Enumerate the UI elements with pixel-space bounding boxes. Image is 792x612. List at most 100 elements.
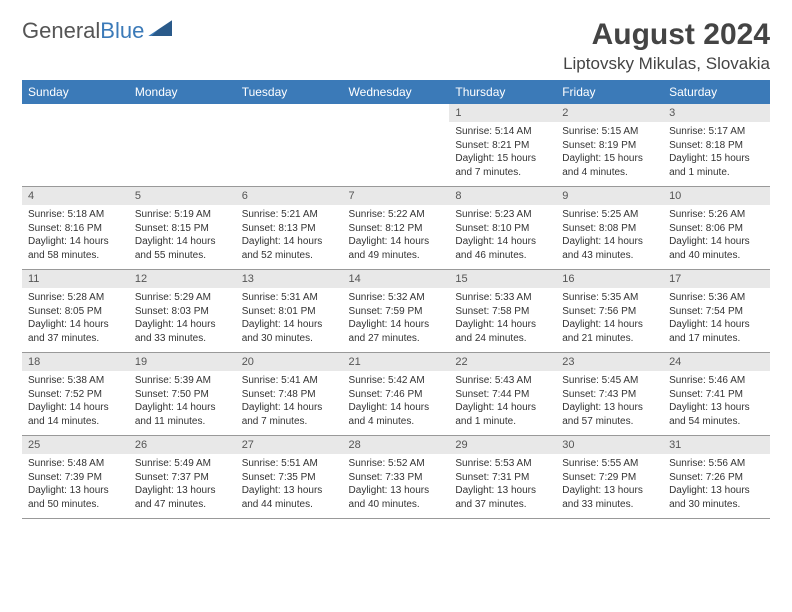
calendar-cell: 31Sunrise: 5:56 AMSunset: 7:26 PMDayligh…: [663, 436, 770, 519]
day-info: Sunrise: 5:49 AMSunset: 7:37 PMDaylight:…: [129, 454, 236, 514]
sunset-text: Sunset: 7:26 PM: [669, 471, 764, 485]
day-number: 31: [663, 436, 770, 454]
daylight-text: Daylight: 14 hours and 30 minutes.: [242, 318, 337, 345]
day-number: 16: [556, 270, 663, 288]
logo-triangle-icon: [148, 20, 172, 36]
sunset-text: Sunset: 7:52 PM: [28, 388, 123, 402]
daylight-text: Daylight: 13 hours and 33 minutes.: [562, 484, 657, 511]
sunrise-text: Sunrise: 5:45 AM: [562, 374, 657, 388]
day-info: Sunrise: 5:32 AMSunset: 7:59 PMDaylight:…: [343, 288, 450, 348]
daylight-text: Daylight: 14 hours and 7 minutes.: [242, 401, 337, 428]
sunset-text: Sunset: 7:43 PM: [562, 388, 657, 402]
calendar-cell: 1Sunrise: 5:14 AMSunset: 8:21 PMDaylight…: [449, 104, 556, 187]
sunset-text: Sunset: 7:31 PM: [455, 471, 550, 485]
calendar-cell: 16Sunrise: 5:35 AMSunset: 7:56 PMDayligh…: [556, 270, 663, 353]
sunset-text: Sunset: 8:01 PM: [242, 305, 337, 319]
daylight-text: Daylight: 14 hours and 46 minutes.: [455, 235, 550, 262]
day-info: Sunrise: 5:48 AMSunset: 7:39 PMDaylight:…: [22, 454, 129, 514]
calendar-cell: [236, 104, 343, 187]
day-number: 24: [663, 353, 770, 371]
day-header: Saturday: [663, 80, 770, 104]
day-info: Sunrise: 5:51 AMSunset: 7:35 PMDaylight:…: [236, 454, 343, 514]
sunset-text: Sunset: 7:41 PM: [669, 388, 764, 402]
sunrise-text: Sunrise: 5:48 AM: [28, 457, 123, 471]
day-number: 29: [449, 436, 556, 454]
daylight-text: Daylight: 14 hours and 1 minute.: [455, 401, 550, 428]
sunrise-text: Sunrise: 5:18 AM: [28, 208, 123, 222]
calendar-cell: 20Sunrise: 5:41 AMSunset: 7:48 PMDayligh…: [236, 353, 343, 436]
daylight-text: Daylight: 14 hours and 4 minutes.: [349, 401, 444, 428]
daylight-text: Daylight: 14 hours and 11 minutes.: [135, 401, 230, 428]
sunset-text: Sunset: 8:12 PM: [349, 222, 444, 236]
daylight-text: Daylight: 15 hours and 1 minute.: [669, 152, 764, 179]
sunrise-text: Sunrise: 5:49 AM: [135, 457, 230, 471]
calendar-cell: 27Sunrise: 5:51 AMSunset: 7:35 PMDayligh…: [236, 436, 343, 519]
calendar-cell: 12Sunrise: 5:29 AMSunset: 8:03 PMDayligh…: [129, 270, 236, 353]
day-number: 8: [449, 187, 556, 205]
sunset-text: Sunset: 8:21 PM: [455, 139, 550, 153]
sunrise-text: Sunrise: 5:26 AM: [669, 208, 764, 222]
day-number: 15: [449, 270, 556, 288]
day-info: Sunrise: 5:38 AMSunset: 7:52 PMDaylight:…: [22, 371, 129, 431]
calendar-cell: 9Sunrise: 5:25 AMSunset: 8:08 PMDaylight…: [556, 187, 663, 270]
sunset-text: Sunset: 7:44 PM: [455, 388, 550, 402]
daylight-text: Daylight: 13 hours and 47 minutes.: [135, 484, 230, 511]
sunrise-text: Sunrise: 5:21 AM: [242, 208, 337, 222]
day-header: Monday: [129, 80, 236, 104]
calendar-cell: 8Sunrise: 5:23 AMSunset: 8:10 PMDaylight…: [449, 187, 556, 270]
day-info: Sunrise: 5:18 AMSunset: 8:16 PMDaylight:…: [22, 205, 129, 265]
sunrise-text: Sunrise: 5:42 AM: [349, 374, 444, 388]
sunset-text: Sunset: 8:19 PM: [562, 139, 657, 153]
calendar-cell: 13Sunrise: 5:31 AMSunset: 8:01 PMDayligh…: [236, 270, 343, 353]
sunset-text: Sunset: 7:56 PM: [562, 305, 657, 319]
daylight-text: Daylight: 14 hours and 24 minutes.: [455, 318, 550, 345]
daylight-text: Daylight: 14 hours and 17 minutes.: [669, 318, 764, 345]
day-number: 26: [129, 436, 236, 454]
calendar-cell: 10Sunrise: 5:26 AMSunset: 8:06 PMDayligh…: [663, 187, 770, 270]
calendar-cell: 7Sunrise: 5:22 AMSunset: 8:12 PMDaylight…: [343, 187, 450, 270]
sunset-text: Sunset: 7:39 PM: [28, 471, 123, 485]
day-info: Sunrise: 5:36 AMSunset: 7:54 PMDaylight:…: [663, 288, 770, 348]
calendar-cell: 5Sunrise: 5:19 AMSunset: 8:15 PMDaylight…: [129, 187, 236, 270]
daylight-text: Daylight: 13 hours and 54 minutes.: [669, 401, 764, 428]
day-number: 5: [129, 187, 236, 205]
day-info: Sunrise: 5:46 AMSunset: 7:41 PMDaylight:…: [663, 371, 770, 431]
day-info: Sunrise: 5:25 AMSunset: 8:08 PMDaylight:…: [556, 205, 663, 265]
day-info: Sunrise: 5:52 AMSunset: 7:33 PMDaylight:…: [343, 454, 450, 514]
sunrise-text: Sunrise: 5:31 AM: [242, 291, 337, 305]
sunset-text: Sunset: 7:54 PM: [669, 305, 764, 319]
day-info: Sunrise: 5:41 AMSunset: 7:48 PMDaylight:…: [236, 371, 343, 431]
daylight-text: Daylight: 13 hours and 37 minutes.: [455, 484, 550, 511]
calendar-cell: 2Sunrise: 5:15 AMSunset: 8:19 PMDaylight…: [556, 104, 663, 187]
calendar-cell: 6Sunrise: 5:21 AMSunset: 8:13 PMDaylight…: [236, 187, 343, 270]
daylight-text: Daylight: 14 hours and 58 minutes.: [28, 235, 123, 262]
sunset-text: Sunset: 7:37 PM: [135, 471, 230, 485]
day-info: Sunrise: 5:45 AMSunset: 7:43 PMDaylight:…: [556, 371, 663, 431]
brand-part1: General: [22, 18, 100, 44]
day-number: 2: [556, 104, 663, 122]
day-header: Tuesday: [236, 80, 343, 104]
day-number: 21: [343, 353, 450, 371]
day-number: 7: [343, 187, 450, 205]
day-number: 6: [236, 187, 343, 205]
daylight-text: Daylight: 14 hours and 33 minutes.: [135, 318, 230, 345]
day-info: Sunrise: 5:15 AMSunset: 8:19 PMDaylight:…: [556, 122, 663, 182]
day-info: Sunrise: 5:39 AMSunset: 7:50 PMDaylight:…: [129, 371, 236, 431]
sunset-text: Sunset: 7:58 PM: [455, 305, 550, 319]
sunrise-text: Sunrise: 5:19 AM: [135, 208, 230, 222]
day-info: Sunrise: 5:17 AMSunset: 8:18 PMDaylight:…: [663, 122, 770, 182]
day-number: 3: [663, 104, 770, 122]
daylight-text: Daylight: 14 hours and 14 minutes.: [28, 401, 123, 428]
day-info: Sunrise: 5:33 AMSunset: 7:58 PMDaylight:…: [449, 288, 556, 348]
day-info: Sunrise: 5:53 AMSunset: 7:31 PMDaylight:…: [449, 454, 556, 514]
day-info: Sunrise: 5:43 AMSunset: 7:44 PMDaylight:…: [449, 371, 556, 431]
day-header: Wednesday: [343, 80, 450, 104]
calendar-cell: 15Sunrise: 5:33 AMSunset: 7:58 PMDayligh…: [449, 270, 556, 353]
daylight-text: Daylight: 15 hours and 4 minutes.: [562, 152, 657, 179]
sunset-text: Sunset: 8:03 PM: [135, 305, 230, 319]
day-number: 11: [22, 270, 129, 288]
sunrise-text: Sunrise: 5:38 AM: [28, 374, 123, 388]
day-info: Sunrise: 5:55 AMSunset: 7:29 PMDaylight:…: [556, 454, 663, 514]
day-number: 23: [556, 353, 663, 371]
calendar-cell: 14Sunrise: 5:32 AMSunset: 7:59 PMDayligh…: [343, 270, 450, 353]
